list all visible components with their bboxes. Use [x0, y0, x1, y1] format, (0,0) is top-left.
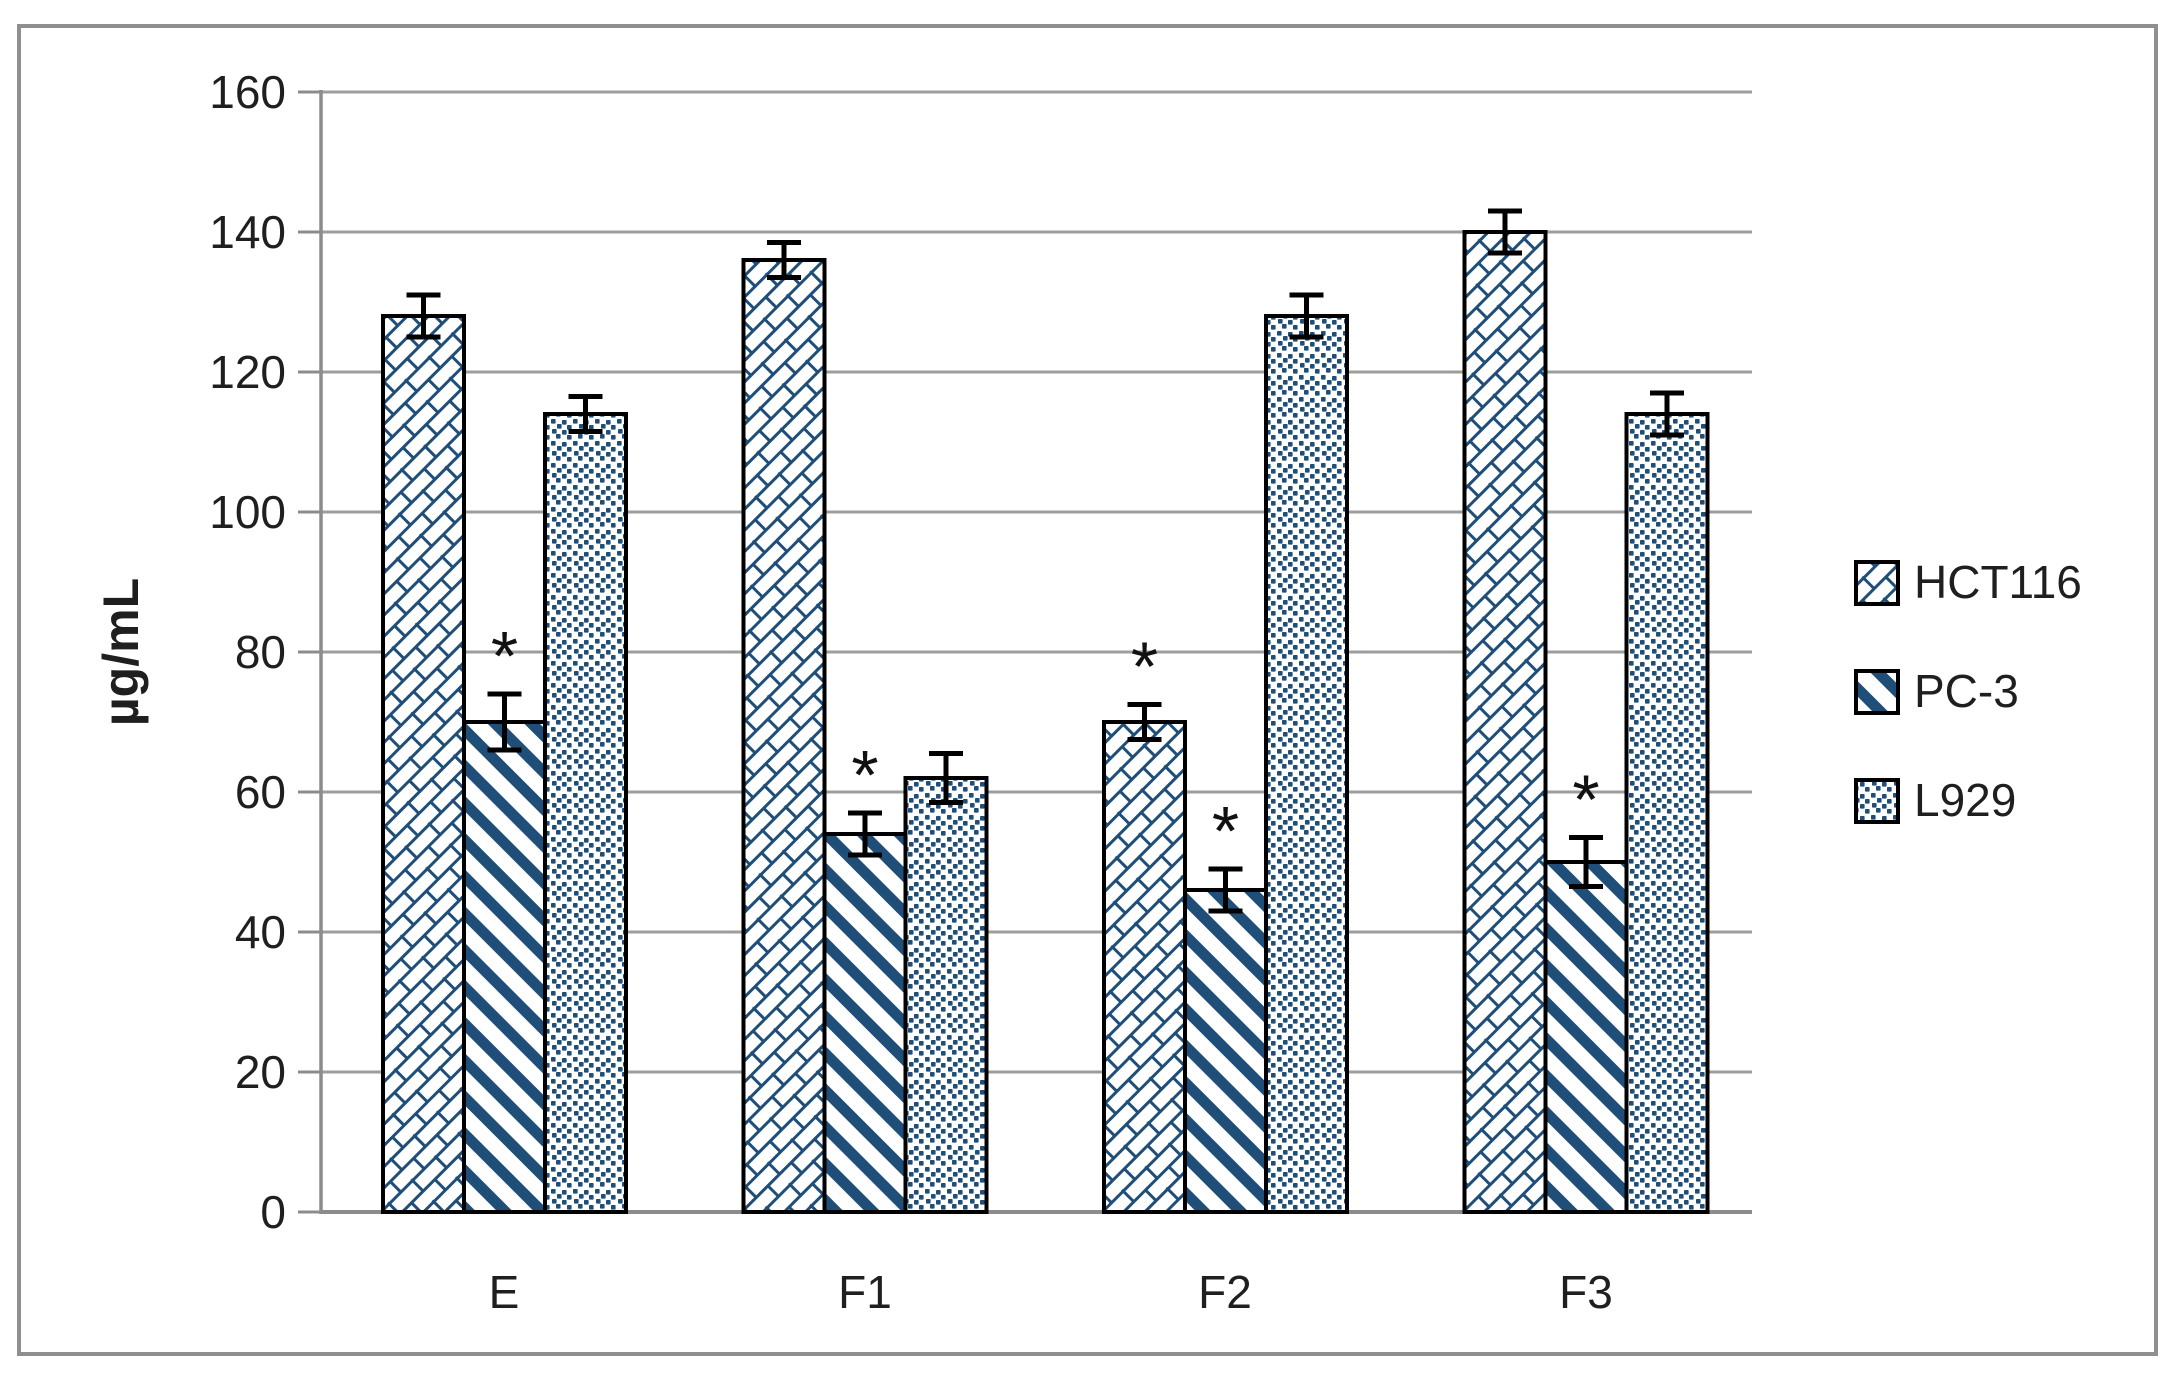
error-bar-HCT116-F3: [1488, 208, 1522, 256]
error-bar-PC-3-F3: [1569, 835, 1603, 889]
error-bar-L929-F1: [929, 751, 963, 805]
bar-L929-F1: [903, 776, 989, 1214]
y-tick-0: 0: [260, 1186, 286, 1238]
significance-asterisk-PC-3-E: *: [491, 617, 518, 695]
bar-L929-F3: [1624, 412, 1710, 1214]
bar-PC-3-F1: [822, 832, 908, 1214]
bar-HCT116-F2: [1102, 720, 1187, 1214]
error-bar-L929-F2: [1289, 292, 1324, 340]
y-axis-tick-labels: 0 20 40 60 80 100 120 140 160: [209, 66, 286, 1238]
bar-HCT116-F1: [741, 258, 827, 1214]
significance-asterisk-HCT116-F2: *: [1131, 628, 1158, 706]
y-tick-80: 80: [235, 626, 286, 678]
legend-swatch-diagonal-brick-icon: [1854, 560, 1900, 606]
error-bar-PC-3-F1: [848, 810, 882, 858]
legend-label-l929: L929: [1914, 774, 2016, 826]
x-label-F1: F1: [838, 1266, 892, 1318]
bar-L929-E: [543, 412, 628, 1214]
bar-PC-3-E: [462, 720, 547, 1214]
y-tick-40: 40: [235, 906, 286, 958]
x-label-F3: F3: [1559, 1266, 1613, 1318]
x-axis-category-labels: E F1 F2 F3: [489, 1266, 1613, 1318]
error-bar-PC-3-F2: [1208, 866, 1243, 914]
legend: HCT116 PC-3 L929: [1854, 556, 2082, 826]
legend-swatch-downward-diagonal-icon: [1854, 669, 1900, 715]
significance-asterisk-PC-3-F1: *: [851, 736, 878, 814]
x-label-E: E: [489, 1266, 520, 1318]
error-bar-HCT116-F2: [1127, 702, 1162, 742]
error-bar-L929-F3: [1650, 390, 1684, 438]
y-tick-120: 120: [209, 346, 286, 398]
y-tick-100: 100: [209, 486, 286, 538]
bar-PC-3-F3: [1543, 860, 1629, 1214]
y-tick-140: 140: [209, 206, 286, 258]
significance-asterisk-PC-3-F2: *: [1212, 792, 1239, 870]
bar-HCT116-E: [381, 314, 466, 1214]
error-bars: [406, 208, 1684, 914]
y-tick-20: 20: [235, 1046, 286, 1098]
legend-label-pc3: PC-3: [1914, 665, 2019, 717]
y-tick-60: 60: [235, 766, 286, 818]
bar-L929-F2: [1264, 314, 1349, 1214]
significance-asterisk-PC-3-F3: *: [1572, 761, 1599, 839]
error-bar-HCT116-E: [406, 292, 441, 340]
y-tick-160: 160: [209, 66, 286, 118]
significance-markers: * * * * *: [491, 617, 1600, 870]
bar-PC-3-F2: [1183, 888, 1268, 1214]
error-bar-PC-3-E: [487, 691, 522, 753]
error-bar-HCT116-F1: [767, 240, 801, 280]
legend-swatch-dots-icon: [1854, 778, 1900, 824]
legend-label-hct116: HCT116: [1914, 556, 2082, 608]
y-axis-title: µg/mL: [93, 578, 149, 726]
error-bar-L929-E: [568, 394, 603, 434]
x-label-F2: F2: [1198, 1266, 1252, 1318]
bars: [381, 230, 1710, 1214]
figure-border: [17, 24, 2158, 1356]
bar-HCT116-F3: [1462, 230, 1548, 1214]
